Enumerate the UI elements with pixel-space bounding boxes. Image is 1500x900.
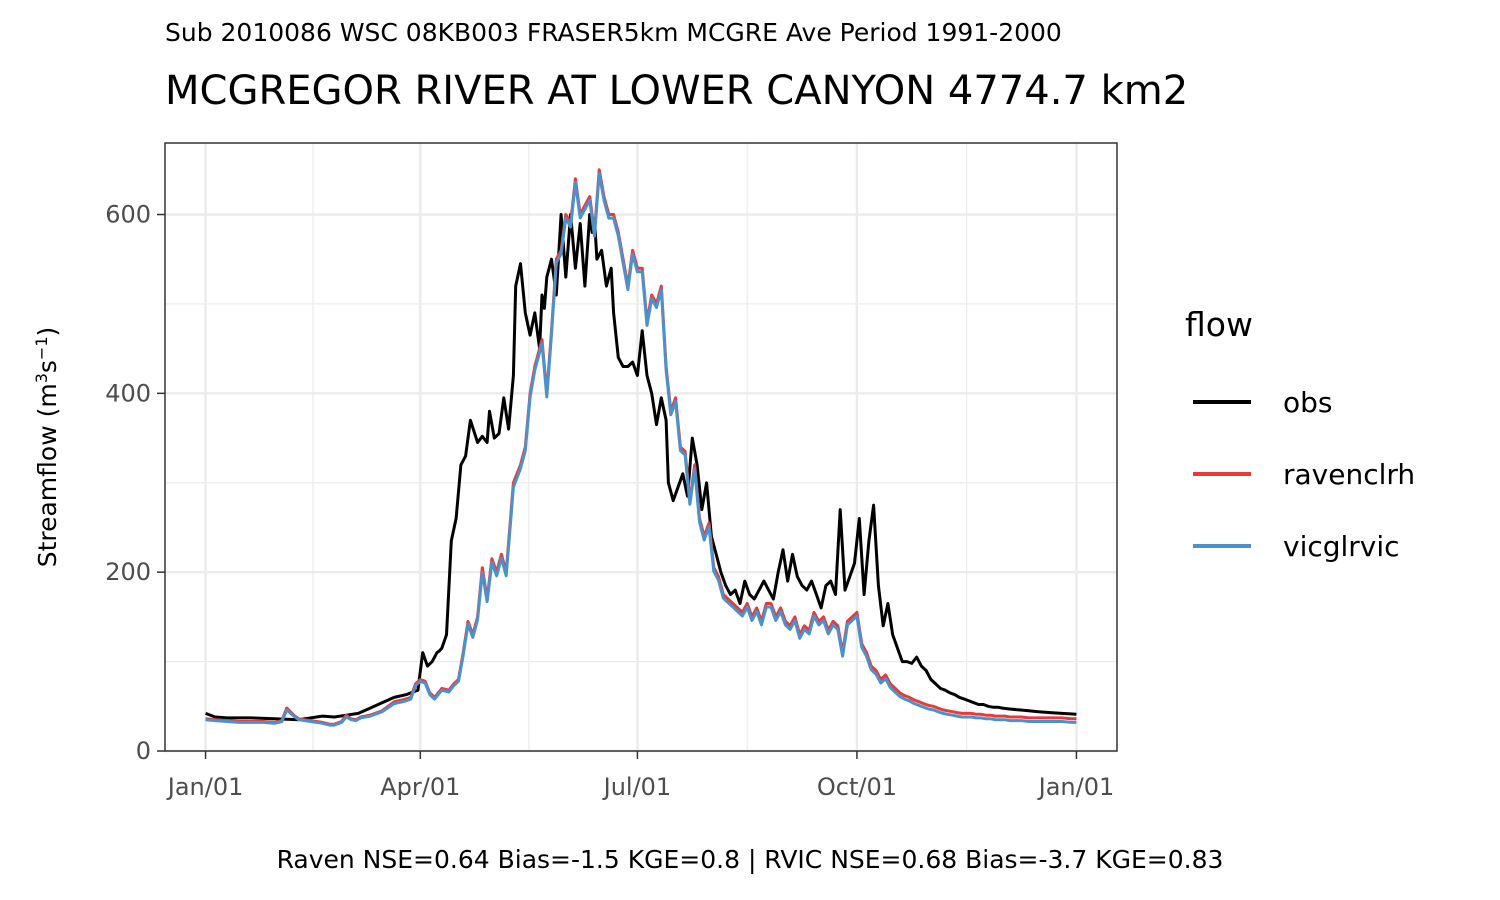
chart-subtitle: Sub 2010086 WSC 08KB003 FRASER5km MCGRE …	[165, 18, 1062, 47]
x-tick-label: Jan/01	[1037, 773, 1115, 801]
chart-caption: Raven NSE=0.64 Bias=-1.5 KGE=0.8 | RVIC …	[276, 845, 1224, 874]
panel-border	[164, 142, 1118, 752]
grid-lines	[165, 143, 1117, 753]
x-tick-label: Jan/01	[166, 773, 244, 801]
legend-label-obs: obs	[1283, 385, 1333, 419]
legend-item-vicglrvic: vicglrvic	[1185, 510, 1415, 582]
y-tick-label: 0	[136, 737, 151, 765]
legend-key-obs	[1193, 400, 1251, 404]
series-line-obs	[205, 213, 1077, 722]
x-tick-label: Jul/01	[602, 773, 672, 801]
x-tick-label: Apr/01	[380, 773, 460, 801]
legend-label-vicglrvic: vicglrvic	[1283, 529, 1400, 563]
series-line-vicglrvic	[205, 171, 1077, 727]
series-line-ravenclrh	[205, 168, 1077, 726]
chart-title: MCGREGOR RIVER AT LOWER CANYON 4774.7 km…	[165, 68, 1189, 114]
x-tick-label: Oct/01	[817, 773, 897, 801]
y-tick-label: 400	[105, 379, 151, 407]
legend-title: flow	[1185, 305, 1253, 344]
legend: flow obs ravenclrh vicglrvic	[1185, 305, 1415, 582]
series-lines	[205, 168, 1077, 727]
legend-item-obs: obs	[1185, 366, 1415, 438]
axis-ticks: 0 200 400 600 Jan/01 Apr/01 Jul/01 Oct/01 Jan/01	[105, 201, 1114, 801]
legend-key-ravenclrh	[1193, 472, 1251, 476]
legend-label-ravenclrh: ravenclrh	[1283, 457, 1416, 491]
y-tick-label: 200	[105, 558, 151, 586]
legend-key-vicglrvic	[1193, 544, 1251, 548]
y-tick-label: 600	[105, 201, 151, 229]
legend-item-ravenclrh: ravenclrh	[1185, 438, 1415, 510]
